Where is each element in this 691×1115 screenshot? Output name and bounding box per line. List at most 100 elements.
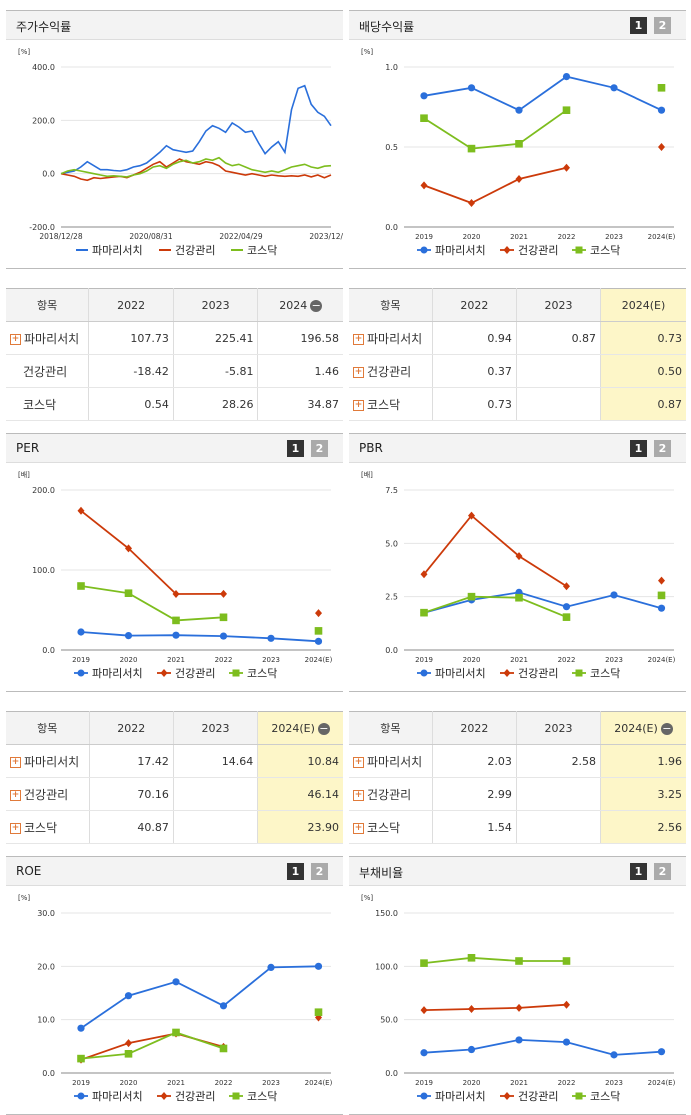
page-2-button[interactable]: 2 bbox=[311, 440, 328, 457]
value-cell: 0.94 bbox=[431, 321, 517, 355]
value-cell: 46.14 bbox=[257, 777, 343, 811]
series-line-2 bbox=[80, 1031, 224, 1060]
y-tick-label: 20.0 bbox=[37, 962, 55, 971]
page-1-button[interactable]: 1 bbox=[630, 440, 647, 457]
debt-ratio-panel: 부채비율 1 2 [%] 150.0 100.0 50.0 0.0 2019 2020 202… bbox=[349, 856, 686, 1115]
row-label: 코스닥 bbox=[23, 397, 57, 412]
table-row: + 파마리서치 107.73 225.41 196.58 bbox=[6, 321, 343, 355]
table-row: + 파마리서치 0.94 0.87 0.73 bbox=[349, 321, 686, 355]
data-point bbox=[314, 962, 323, 970]
page-2-button[interactable]: 2 bbox=[654, 17, 671, 34]
table-header-row: 항목 2022 2023 2024(E) bbox=[349, 288, 686, 322]
column-header-label: 2022 bbox=[117, 721, 146, 735]
legend-item: 건강관리 bbox=[500, 667, 558, 680]
data-point bbox=[467, 84, 476, 92]
series-line-2 bbox=[423, 595, 567, 618]
x-tick-label: 2024(E) bbox=[305, 656, 333, 664]
page-1-button[interactable]: 1 bbox=[287, 440, 304, 457]
y-tick-label: 200.0 bbox=[32, 486, 55, 495]
expand-plus-icon[interactable]: + bbox=[353, 756, 364, 768]
stock-return-panel: 주가수익률 [%] 400.0 200.0 0.0 -200.0 2018/12/28 20… bbox=[6, 10, 343, 269]
x-tick-label: 2021 bbox=[167, 656, 185, 664]
y-tick-label: 150.0 bbox=[375, 909, 398, 918]
y-tick-label: 0.0 bbox=[385, 646, 398, 655]
legend-marker bbox=[420, 1092, 428, 1100]
column-header: 2022 bbox=[88, 711, 174, 745]
table-row: + 코스닥 40.87 23.90 bbox=[6, 810, 343, 844]
page-2-button[interactable]: 2 bbox=[654, 863, 671, 880]
x-tick-label: 2022 bbox=[215, 656, 233, 664]
legend-label: 코스닥 bbox=[247, 1090, 277, 1103]
pbr-chart: [배] 7.5 5.0 2.5 0.0 2019 2020 2021 2022 2023 2024(… bbox=[361, 470, 676, 680]
data-point bbox=[562, 1038, 571, 1046]
legend-item: 파마리서치 bbox=[74, 1090, 143, 1103]
row-label-cell: + 건강관리 bbox=[349, 777, 433, 811]
data-point bbox=[219, 632, 228, 640]
expand-plus-icon[interactable]: + bbox=[10, 789, 21, 801]
expand-plus-icon[interactable]: + bbox=[353, 822, 364, 834]
y-tick-label: 1.0 bbox=[385, 63, 398, 72]
expand-plus-icon[interactable]: + bbox=[10, 333, 21, 345]
row-label-cell: + 파마리서치 bbox=[349, 744, 433, 778]
legend-label: 코스닥 bbox=[247, 667, 277, 680]
x-tick-label: 2020 bbox=[463, 1079, 481, 1087]
x-tick-label: 2022 bbox=[558, 233, 576, 241]
y-tick-label: 400.0 bbox=[32, 63, 55, 72]
expand-plus-icon[interactable]: + bbox=[353, 366, 364, 378]
row-label-cell: 건강관리 bbox=[6, 354, 89, 388]
data-point bbox=[124, 589, 133, 597]
column-header: 2024(E) − bbox=[257, 711, 343, 745]
x-tick-label: 2019 bbox=[72, 1079, 90, 1087]
legend-item: 건강관리 bbox=[159, 244, 215, 257]
stock-return-table: 항목 2022 2023 2024− + 파마리서치 107.73 225.41 196.58 건… bbox=[6, 288, 343, 421]
column-header-label: 2022 bbox=[460, 298, 489, 312]
table-row: 코스닥 0.54 28.26 34.87 bbox=[6, 387, 343, 421]
page-1-button[interactable]: 1 bbox=[630, 17, 647, 34]
row-label-cell: + 파마리서치 bbox=[349, 321, 433, 355]
data-point bbox=[515, 552, 523, 561]
value-cell: 10.84 bbox=[257, 744, 343, 778]
data-point bbox=[658, 576, 665, 585]
data-point bbox=[315, 609, 322, 618]
series-line-2 bbox=[423, 109, 568, 150]
row-label-cell: + 건강관리 bbox=[349, 354, 433, 388]
x-tick-label: 2023 bbox=[605, 1079, 623, 1087]
table-row: + 파마리서치 2.03 2.58 1.96 bbox=[349, 744, 686, 778]
collapse-minus-icon[interactable]: − bbox=[660, 721, 673, 735]
page-1-button[interactable]: 1 bbox=[630, 863, 647, 880]
x-tick-label: 2019 bbox=[72, 656, 90, 664]
legend-label: 파마리서치 bbox=[435, 244, 486, 257]
collapse-minus-icon[interactable]: − bbox=[310, 298, 323, 312]
legend-marker bbox=[420, 246, 428, 254]
expand-plus-icon[interactable]: + bbox=[353, 333, 364, 345]
x-tick-label: 2022/04/29 bbox=[219, 232, 262, 241]
expand-plus-icon[interactable]: + bbox=[353, 399, 364, 411]
data-point bbox=[610, 591, 618, 599]
table-header-row: 항목 2022 2023 2024(E) − bbox=[349, 711, 686, 745]
page-2-button[interactable]: 2 bbox=[311, 863, 328, 880]
expand-plus-icon[interactable]: + bbox=[10, 756, 21, 768]
column-header: 항목 bbox=[349, 711, 433, 745]
expand-plus-icon[interactable]: + bbox=[353, 789, 364, 801]
page-1-button[interactable]: 1 bbox=[287, 863, 304, 880]
expand-plus-icon[interactable]: + bbox=[10, 822, 21, 834]
table-row: + 건강관리 0.37 0.50 bbox=[349, 354, 686, 388]
y-tick-label: 100.0 bbox=[32, 566, 55, 575]
value-cell: 3.25 bbox=[600, 777, 686, 811]
value-cell: 0.87 bbox=[600, 387, 686, 421]
column-header: 2022 bbox=[431, 711, 517, 745]
series-line-1 bbox=[60, 158, 332, 182]
page-2-button[interactable]: 2 bbox=[654, 440, 671, 457]
collapse-minus-icon[interactable]: − bbox=[317, 721, 330, 735]
legend-marker bbox=[77, 669, 85, 677]
column-header: 항목 bbox=[6, 711, 90, 745]
column-header: 2024(E) − bbox=[600, 711, 686, 745]
panel-header: 주가수익률 bbox=[6, 11, 343, 40]
legend-label: 코스닥 bbox=[590, 1090, 620, 1103]
data-point bbox=[562, 603, 571, 611]
data-point bbox=[77, 582, 85, 590]
data-point bbox=[77, 1024, 85, 1032]
series-line-0 bbox=[80, 965, 319, 1029]
column-header-label: 2024 bbox=[279, 298, 308, 312]
data-point bbox=[267, 963, 275, 971]
